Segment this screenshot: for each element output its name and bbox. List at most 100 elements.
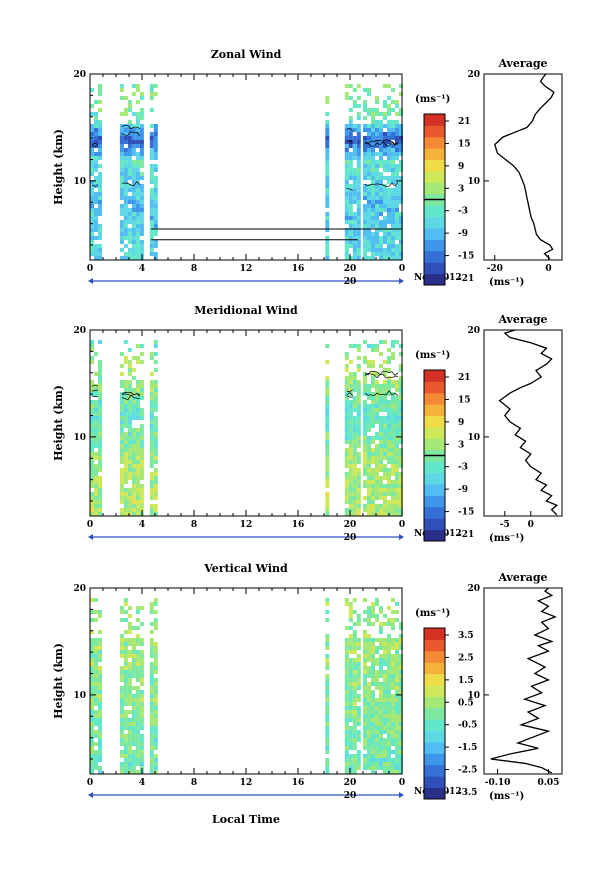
heatmap-cell <box>371 682 375 686</box>
heatmap-cell <box>383 698 387 702</box>
zero-contour <box>346 128 354 132</box>
colorbar-tick-label: 2.5 <box>458 653 474 663</box>
average-title: Average <box>497 313 547 326</box>
heatmap-cell <box>135 698 140 702</box>
heatmap-cell <box>98 682 102 686</box>
heatmap-cell <box>363 456 367 460</box>
heatmap-cell <box>119 364 124 368</box>
heatmap-cell <box>371 392 375 396</box>
heatmap-cell <box>123 440 128 444</box>
heatmap-cell <box>149 204 154 208</box>
heatmap-cell <box>379 352 383 356</box>
heatmap-cell <box>363 686 367 690</box>
heatmap-cell <box>123 746 128 750</box>
heatmap-cell <box>399 500 403 504</box>
heatmap-cell <box>391 168 395 172</box>
heatmap-cell <box>344 96 349 100</box>
heatmap-cell <box>131 188 136 192</box>
heatmap-cell <box>383 216 387 220</box>
heatmap-cell <box>153 132 158 136</box>
heatmap-cell <box>344 248 349 252</box>
heatmap-cell <box>399 694 403 698</box>
heatmap-cell <box>119 208 124 212</box>
heatmap-cell <box>399 714 403 718</box>
heatmap-cell <box>127 168 132 172</box>
heatmap-cell <box>391 216 395 220</box>
heatmap-cell <box>356 452 361 456</box>
heatmap-cell <box>383 188 387 192</box>
heatmap-cell <box>153 460 158 464</box>
heatmap-cell <box>119 734 124 738</box>
heatmap-cell <box>383 236 387 240</box>
heatmap-cell <box>379 152 383 156</box>
heatmap-cell <box>363 168 367 172</box>
heatmap-cell <box>119 472 124 476</box>
heatmap-cell <box>387 730 391 734</box>
heatmap-cell <box>119 228 124 232</box>
heatmap-cell <box>90 508 94 512</box>
heatmap-cell <box>127 492 132 496</box>
heatmap-cell <box>383 682 387 686</box>
heatmap-cell <box>149 392 154 396</box>
heatmap-cell <box>135 192 140 196</box>
heatmap-cell <box>98 770 102 774</box>
heatmap-cell <box>348 714 353 718</box>
heatmap-cell <box>375 396 379 400</box>
heatmap-cell <box>367 484 371 488</box>
heatmap-cell <box>379 400 383 404</box>
heatmap-cell <box>391 500 395 504</box>
heatmap-cell <box>139 642 144 646</box>
heatmap-cell <box>356 436 361 440</box>
heatmap-cell <box>94 766 98 770</box>
heatmap-cell <box>383 372 387 376</box>
heatmap-cell <box>325 500 330 504</box>
heatmap-cell <box>131 738 136 742</box>
heatmap-cell <box>367 172 371 176</box>
heatmap-cell <box>371 722 375 726</box>
heatmap-cell <box>344 730 349 734</box>
heatmap-cell <box>139 148 144 152</box>
heatmap-cell <box>135 168 140 172</box>
heatmap-cell <box>123 714 128 718</box>
heatmap-cell <box>352 144 357 148</box>
heatmap-cell <box>153 626 158 630</box>
heatmap-cell <box>352 372 357 376</box>
heatmap-cell <box>123 512 128 516</box>
heatmap-cell <box>383 368 387 372</box>
heatmap-cell <box>344 184 349 188</box>
heatmap-cell <box>379 722 383 726</box>
heatmap-cell <box>135 408 140 412</box>
heatmap-cell <box>139 196 144 200</box>
heatmap-cell <box>391 722 395 726</box>
heatmap-cell <box>131 674 136 678</box>
heatmap-cell <box>149 492 154 496</box>
heatmap-cell <box>131 440 136 444</box>
heatmap-cell <box>391 148 395 152</box>
heatmap-cell <box>352 344 357 348</box>
heatmap-cell <box>348 384 353 388</box>
heatmap-cell <box>139 718 144 722</box>
heatmap-cell <box>379 416 383 420</box>
heatmap-cell <box>348 184 353 188</box>
heatmap-cell <box>375 204 379 208</box>
heatmap-cell <box>348 164 353 168</box>
heatmap-cell <box>119 678 124 682</box>
colorbar-segment <box>424 484 445 496</box>
heatmap-cell <box>90 444 94 448</box>
heatmap-cell <box>352 496 357 500</box>
heatmap-cell <box>131 164 136 168</box>
heatmap-cell <box>387 670 391 674</box>
heatmap-cell <box>391 132 395 136</box>
heatmap-cell <box>371 136 375 140</box>
heatmap-cell <box>119 352 124 356</box>
heatmap-cell <box>399 232 403 236</box>
heatmap-cell <box>127 424 132 428</box>
heatmap-cell <box>127 200 132 204</box>
heatmap-cell <box>348 208 353 212</box>
heatmap-cell <box>135 638 140 642</box>
heatmap-cell <box>344 148 349 152</box>
heatmap-cell <box>352 424 357 428</box>
heatmap-cell <box>363 196 367 200</box>
heatmap-cell <box>399 108 403 112</box>
average-x-tick-label: 0.05 <box>537 778 559 788</box>
